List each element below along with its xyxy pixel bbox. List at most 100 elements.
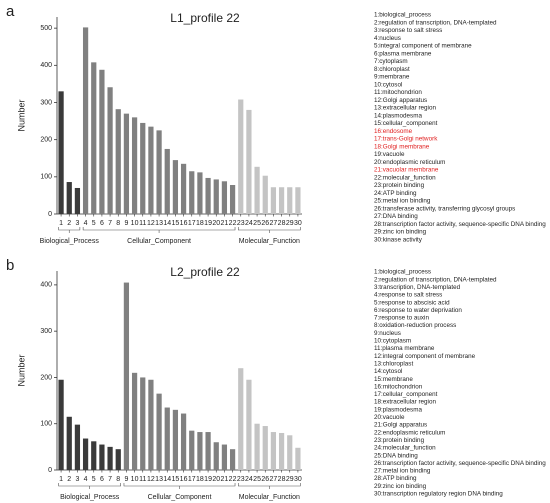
bar (82, 438, 89, 470)
y-tick-label: 100 (40, 174, 52, 181)
x-tick-label: 14 (163, 220, 171, 227)
x-tick-label: 26 (261, 476, 269, 483)
bar (115, 109, 121, 214)
x-tick-label: 18 (196, 476, 204, 483)
bar (254, 423, 260, 470)
bar (270, 187, 277, 214)
legend-item: 29:zinc ion binding (374, 483, 427, 490)
bar (197, 432, 203, 470)
x-tick-label: 24 (245, 220, 253, 227)
x-tick-label: 6 (100, 220, 104, 227)
legend-item: 16:mitochondrion (374, 383, 423, 390)
x-tick-label: 11 (139, 220, 146, 227)
group-label: Cellular_Component (127, 238, 191, 245)
legend-item: 29:zinc ion binding (374, 229, 427, 236)
panel-letter: b (6, 257, 14, 274)
x-tick-label: 2 (67, 476, 71, 483)
bar (213, 179, 219, 214)
x-tick-label: 19 (204, 220, 212, 227)
bar (107, 87, 113, 214)
legend-item: 21:Golgi apparatus (374, 422, 427, 429)
bar (205, 432, 211, 470)
x-tick-label: 15 (172, 220, 180, 227)
bar (99, 444, 105, 470)
group-bracket (123, 483, 236, 489)
bar (278, 432, 285, 470)
legend-item: 16:endosome (374, 128, 413, 135)
x-tick-label: 3 (75, 476, 79, 483)
y-axis-label: Number (16, 354, 26, 386)
bar (82, 27, 89, 214)
legend-item: 13:extracellular region (374, 105, 436, 112)
y-tick-label: 300 (40, 328, 52, 335)
x-tick-label: 17 (188, 476, 196, 483)
bar (66, 182, 72, 214)
legend-item: 17:trans-Golgi network (374, 136, 438, 143)
legend-item: 26:transferase activity, transferring gl… (374, 205, 515, 212)
legend-item: 8:chloroplast (374, 66, 410, 73)
bar (278, 187, 285, 214)
legend-item: 7:response to auxin (374, 315, 429, 322)
x-tick-label: 21 (221, 476, 229, 483)
bar (180, 413, 187, 470)
x-tick-label: 4 (84, 220, 88, 227)
legend-item: 10:cytosol (374, 81, 402, 88)
legend-item: 11:mitochondrion (374, 89, 422, 96)
bar (140, 377, 146, 470)
x-tick-label: 1 (59, 220, 63, 227)
bar (164, 148, 170, 214)
x-tick-label: 25 (253, 476, 261, 483)
legend-item: 3:response to salt stress (374, 27, 442, 34)
bar (229, 185, 236, 214)
x-tick-label: 24 (245, 476, 253, 483)
chart-title: L1_profile 22 (170, 11, 240, 25)
legend-item: 22:molecular_function (374, 174, 436, 181)
bar (205, 177, 211, 214)
legend-item: 17:cellular_component (374, 391, 438, 398)
legend-item: 19:plasmodesma (374, 406, 422, 413)
bar (172, 409, 179, 470)
group-label: Biological_Process (40, 238, 100, 245)
x-tick-label: 18 (196, 220, 204, 227)
bar (287, 187, 293, 214)
x-tick-label: 11 (139, 476, 146, 483)
legend-item: 15:membrane (374, 376, 413, 383)
x-tick-label: 22 (229, 476, 237, 483)
group-label: Cellular_Component (148, 494, 212, 501)
bar (287, 435, 293, 470)
x-tick-label: 5 (92, 220, 96, 227)
x-tick-label: 21 (221, 220, 229, 227)
legend-item: 12:integral component of membrane (374, 353, 476, 360)
y-tick-label: 0 (48, 467, 52, 474)
bar (246, 109, 252, 214)
y-tick-label: 100 (40, 421, 52, 428)
legend-item: 11:plasma membrane (374, 345, 435, 352)
group-bracket (58, 483, 121, 489)
x-tick-label: 1 (59, 476, 63, 483)
x-tick-label: 17 (188, 220, 196, 227)
legend-item: 25:DNA binding (374, 452, 418, 459)
bar (197, 172, 203, 214)
x-tick-label: 13 (155, 476, 163, 483)
x-tick-label: 8 (116, 220, 120, 227)
x-tick-label: 29 (286, 476, 294, 483)
x-tick-label: 7 (108, 476, 112, 483)
legend-item: 30:transcription regulatory region DNA b… (374, 491, 503, 498)
group-bracket (58, 227, 81, 233)
bar (58, 91, 64, 214)
bar (148, 126, 154, 214)
legend-item: 27:DNA binding (374, 213, 418, 220)
legend-item: 7:cytoplasm (374, 58, 408, 65)
bar (156, 130, 162, 214)
bar (295, 187, 301, 214)
legend-item: 1:biological_process (374, 12, 431, 19)
legend-item: 9:nucleus (374, 330, 401, 337)
x-tick-label: 30 (294, 476, 302, 483)
x-tick-label: 25 (253, 220, 261, 227)
y-tick-label: 400 (40, 62, 52, 69)
x-tick-label: 23 (237, 476, 245, 483)
legend-item: 19:vacuole (374, 151, 405, 158)
legend-item: 1:biological_process (374, 269, 431, 276)
bar (107, 446, 113, 470)
x-tick-label: 5 (92, 476, 96, 483)
